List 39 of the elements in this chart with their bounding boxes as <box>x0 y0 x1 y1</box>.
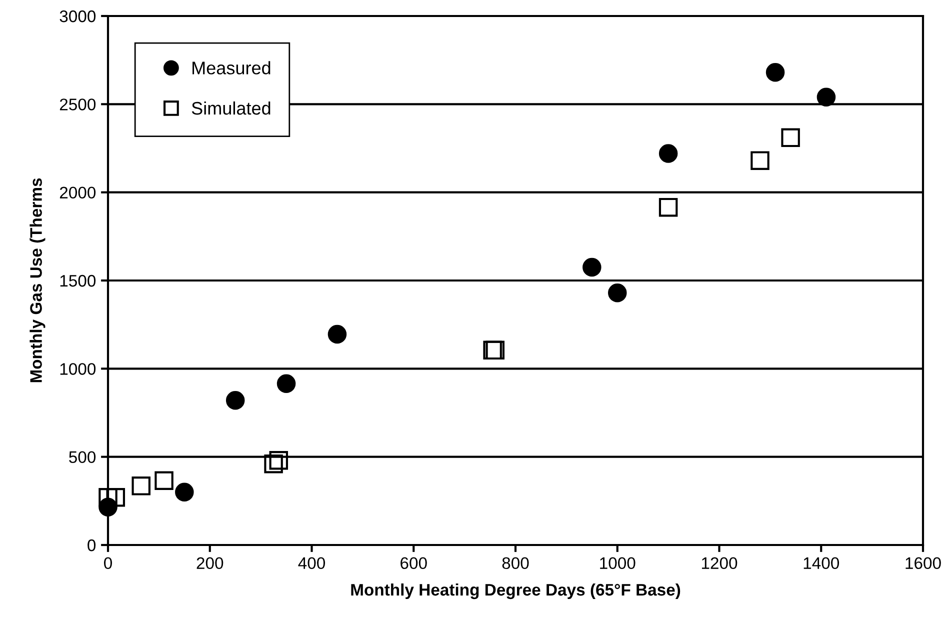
point <box>816 88 836 106</box>
point <box>750 151 770 170</box>
y-tick-label: 500 <box>69 451 96 464</box>
point <box>106 488 126 507</box>
x-tick-label: 200 <box>196 557 224 570</box>
point <box>264 454 283 474</box>
legend-label: Simulated <box>192 101 270 115</box>
point <box>269 450 288 470</box>
point <box>486 340 505 360</box>
point <box>328 324 347 344</box>
x-tick-label: 0 <box>104 557 112 570</box>
point <box>658 144 678 163</box>
x-tick-label: 800 <box>502 557 529 570</box>
x-tick-label: 600 <box>400 557 427 570</box>
x-tick-label: 400 <box>298 557 326 570</box>
point <box>154 471 174 490</box>
y-tick-label: 1000 <box>60 363 96 375</box>
point <box>608 283 627 302</box>
x-tick-label: 1000 <box>600 557 636 570</box>
point <box>483 340 502 360</box>
y-tick-label: 1500 <box>60 274 96 287</box>
x-tick-label: 1400 <box>804 557 840 570</box>
y-tick-label: 0 <box>88 539 96 552</box>
point <box>276 374 296 394</box>
y-tick-label: 2500 <box>60 98 96 110</box>
x-tick-label: 1200 <box>702 557 738 570</box>
y-axis-title: Monthly Gas Use (Therms <box>30 178 46 382</box>
legend-label: Measured <box>192 61 270 74</box>
point <box>658 198 678 217</box>
point <box>226 391 245 410</box>
x-tick-label: 1600 <box>906 557 941 570</box>
point <box>781 128 800 148</box>
y-tick-label: 3000 <box>60 10 96 22</box>
point <box>175 482 194 502</box>
x-axis-title: Monthly Heating Degree Days (65°F Base) <box>351 583 680 600</box>
point <box>766 63 785 82</box>
point <box>132 476 150 496</box>
y-tick-label: 2000 <box>60 186 96 199</box>
point <box>582 258 602 277</box>
